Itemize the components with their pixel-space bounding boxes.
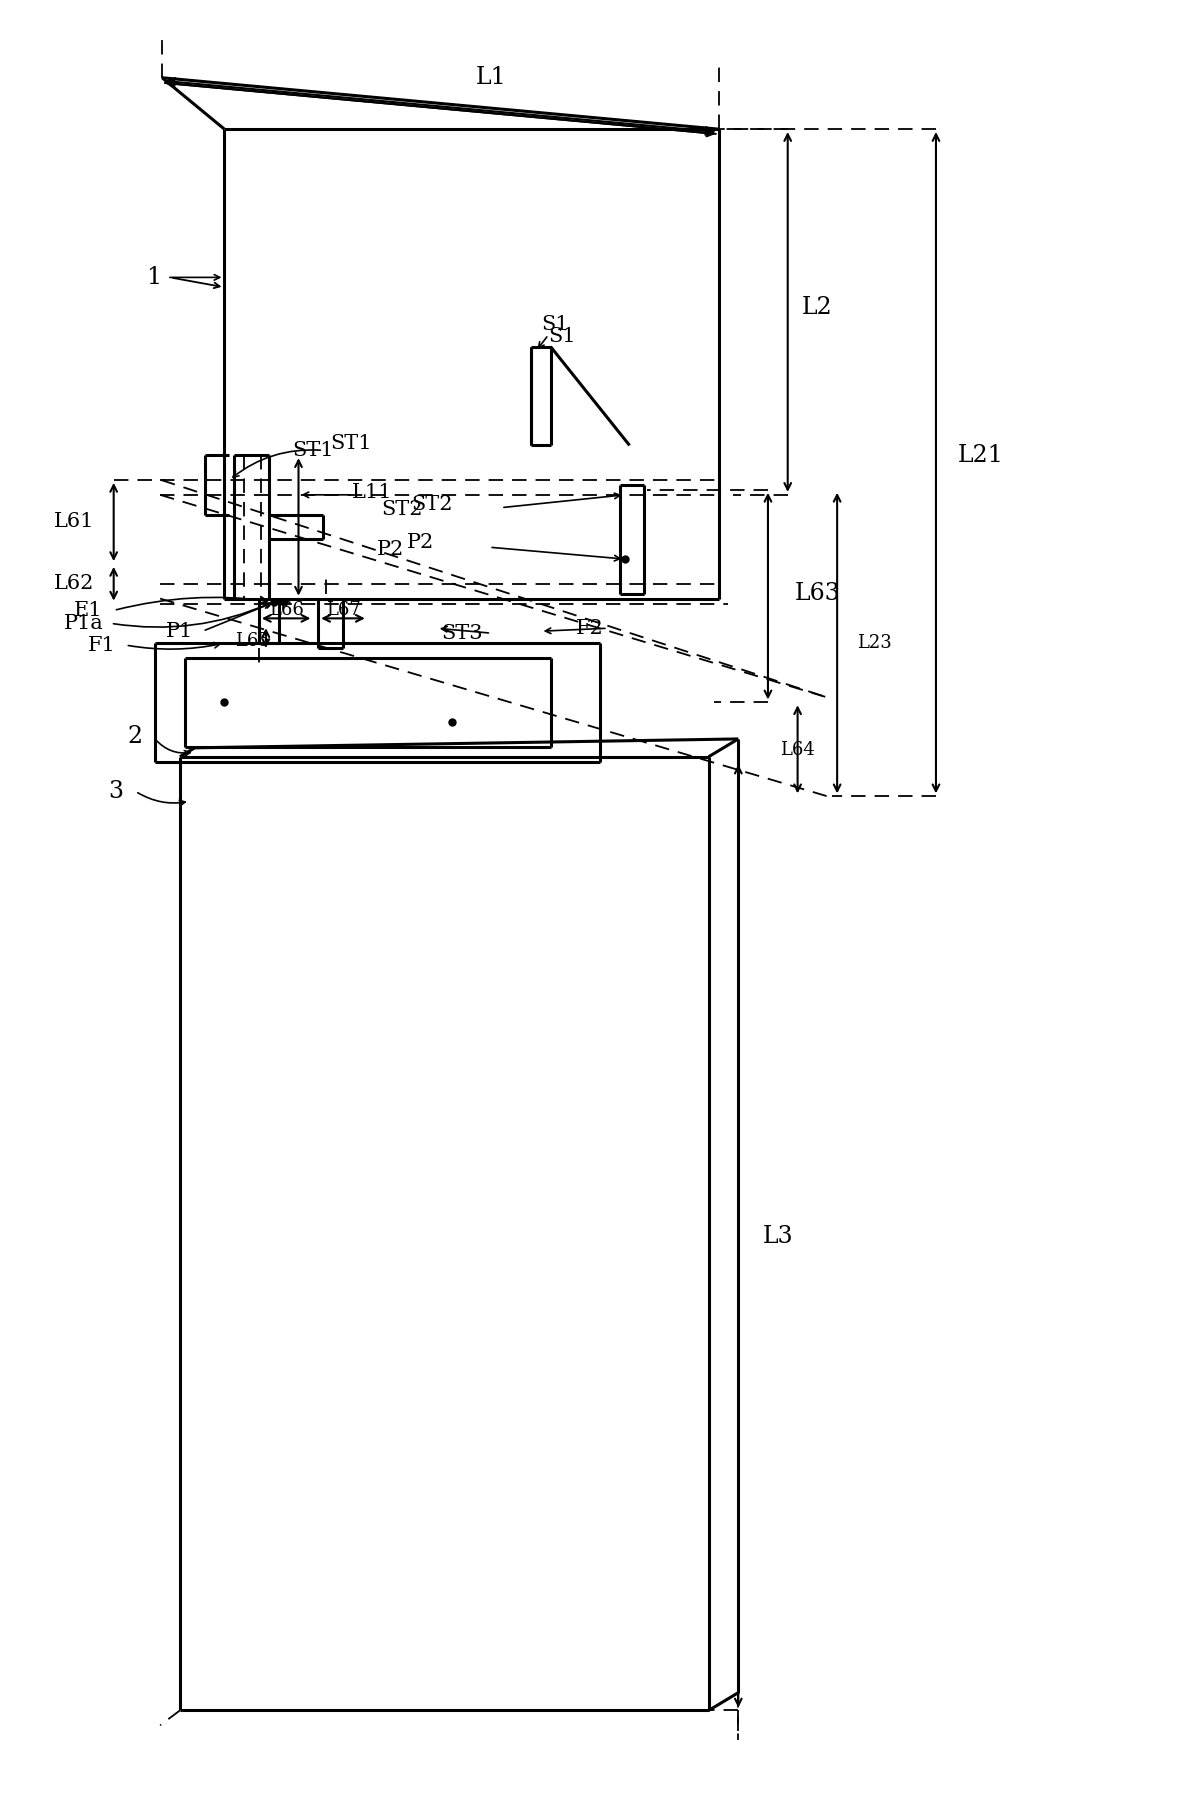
Text: 2: 2 [128,726,143,749]
Text: L2: L2 [803,296,832,318]
Text: F1: F1 [88,635,115,655]
Text: P2: P2 [377,540,404,560]
Text: L62: L62 [54,574,94,594]
Text: F2: F2 [577,619,604,637]
Text: L64: L64 [780,740,814,758]
Text: ST1: ST1 [331,433,372,453]
Text: L61: L61 [54,513,94,531]
Text: P1: P1 [166,621,194,641]
Text: L1: L1 [476,67,507,88]
Text: 3: 3 [108,780,124,803]
Text: P2: P2 [407,532,434,552]
Text: S1: S1 [542,316,570,334]
Text: L67: L67 [326,601,360,619]
Text: L66: L66 [269,601,304,619]
Text: P1a: P1a [64,614,103,634]
Text: E1: E1 [74,601,102,619]
Text: ST1: ST1 [292,440,334,460]
Text: L3: L3 [762,1224,793,1247]
Text: L23: L23 [857,634,892,652]
Text: L11: L11 [352,484,392,502]
Text: ST3: ST3 [441,625,483,643]
Text: ST2: ST2 [382,500,423,520]
Text: ST2: ST2 [411,495,453,514]
Text: L63: L63 [794,583,841,605]
Text: 1: 1 [146,265,161,289]
Text: S1: S1 [548,327,577,347]
Text: L21: L21 [957,444,1004,467]
Text: L65: L65 [234,632,270,650]
